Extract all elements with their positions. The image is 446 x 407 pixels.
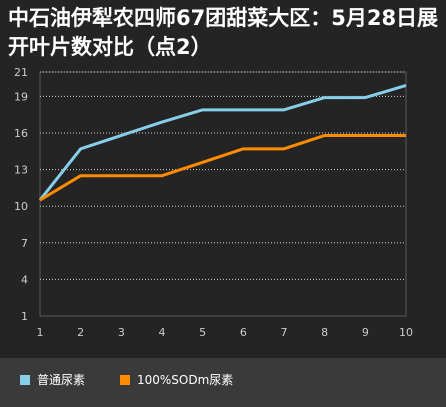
legend-item-series-2: 100%SODm尿素	[120, 371, 233, 388]
x-tick-label-8: 8	[321, 326, 328, 339]
y-tick-label-1: 1	[21, 310, 28, 323]
legend-label-series-1: 普通尿素	[37, 373, 86, 387]
legend: 普通尿素 100%SODm尿素	[0, 358, 446, 407]
x-tick-label-10: 10	[399, 326, 413, 339]
y-tick-label-7: 7	[21, 237, 28, 250]
x-tick-label-9: 9	[362, 326, 369, 339]
legend-item-series-1: 普通尿素	[20, 371, 85, 388]
x-tick-label-6: 6	[240, 326, 247, 339]
legend-label-series-2: 100%SODm尿素	[137, 373, 234, 387]
y-tick-label-16: 16	[14, 127, 28, 140]
series-line-2	[39, 133, 406, 202]
y-tick-label-21: 21	[14, 66, 28, 79]
chart-title: 中石油伊犁农四师67团甜菜大区：5月28日展开叶片数对比（点2）	[8, 6, 439, 59]
x-tick-label-3: 3	[118, 326, 125, 339]
x-tick-label-2: 2	[77, 326, 84, 339]
y-tick-label-19: 19	[14, 90, 28, 103]
legend-swatch-series-2	[120, 374, 130, 385]
x-tick-label-7: 7	[281, 326, 288, 339]
x-tick-label-4: 4	[159, 326, 166, 339]
y-tick-label-10: 10	[14, 200, 28, 213]
x-tick-label-5: 5	[199, 326, 206, 339]
legend-swatch-series-1	[20, 374, 30, 385]
x-tick-label-1: 1	[37, 326, 44, 339]
y-tick-label-4: 4	[21, 273, 28, 286]
y-tick-label-13: 13	[14, 164, 28, 177]
series-line-1	[38, 83, 407, 202]
